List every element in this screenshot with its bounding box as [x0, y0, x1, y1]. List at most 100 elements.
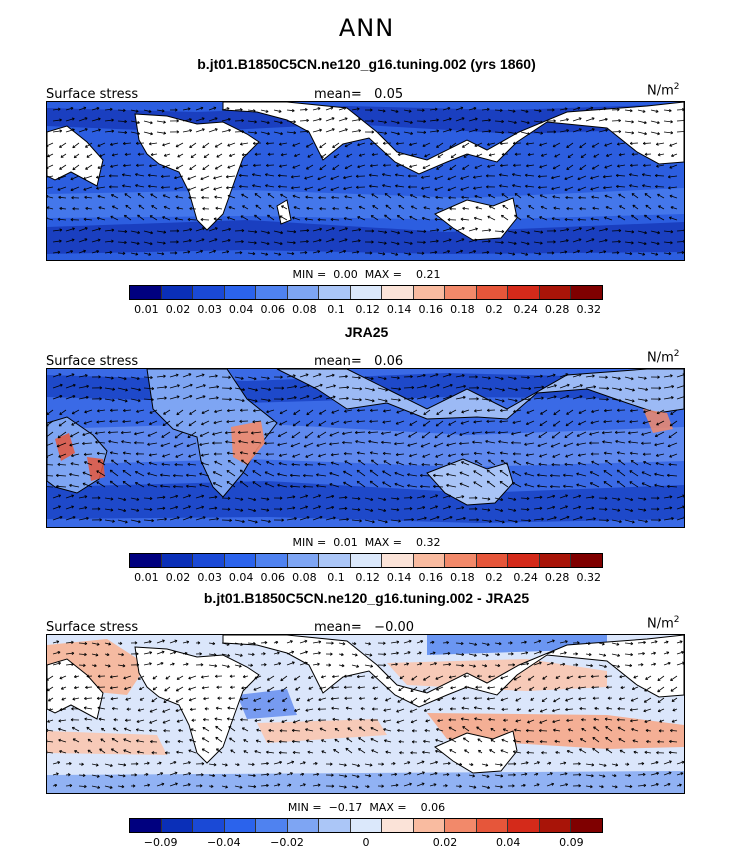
colorbar-box [161, 554, 194, 567]
stress-vector [149, 708, 158, 713]
stress-vector [364, 774, 371, 777]
stress-vector [344, 195, 353, 199]
stress-vector-head [58, 494, 61, 498]
stress-vector-head [591, 506, 595, 510]
stress-vector [130, 398, 141, 402]
stress-vector-head [242, 519, 245, 524]
stress-vector-head [359, 398, 362, 402]
stress-vector-head [316, 772, 320, 776]
stress-vector [617, 215, 626, 221]
stress-vector [377, 376, 387, 380]
stress-vector [91, 239, 101, 243]
stress-vector-head [98, 717, 102, 721]
stress-vector-head [163, 131, 167, 135]
stress-vector-head [552, 195, 556, 199]
stress-vector [104, 251, 113, 254]
stress-vector [513, 460, 522, 466]
stress-vector-head [406, 662, 409, 666]
stress-vector-head [71, 640, 74, 645]
stress-vector [182, 641, 189, 644]
stress-vector-head [369, 184, 372, 188]
stress-vector-head [187, 761, 191, 765]
stress-vector [449, 164, 457, 171]
stress-vector-head [644, 231, 648, 235]
stress-vector [397, 193, 405, 199]
stress-vector-head [109, 480, 113, 484]
stress-vector [390, 230, 400, 234]
stress-vector-head [633, 750, 637, 754]
stress-vector [227, 707, 236, 710]
stress-vector-head [588, 652, 592, 657]
stress-vector [137, 751, 145, 754]
stress-vector [624, 109, 633, 112]
stress-vector-head [538, 728, 542, 733]
stress-vector [267, 686, 275, 692]
stress-vector-head [292, 423, 296, 427]
stress-vector-head [591, 460, 595, 464]
stress-vector-head [291, 728, 295, 733]
stress-vector-head [537, 761, 540, 765]
stress-vector-head [215, 725, 219, 729]
stress-vector-head [177, 154, 181, 158]
stress-vector [230, 749, 236, 754]
stress-vector-head [462, 395, 466, 400]
stress-vector-head [149, 651, 153, 655]
stress-vector [45, 217, 54, 221]
stress-vector [85, 142, 93, 148]
stress-vector-head [280, 193, 283, 197]
colorbar-tick-label: 0.08 [292, 571, 317, 584]
stress-vector-head [214, 128, 218, 132]
stress-vector-head [409, 422, 413, 426]
stress-vector [78, 117, 88, 122]
stress-vector-head [372, 388, 375, 392]
stress-vector [117, 376, 127, 380]
stress-vector [390, 398, 401, 401]
stress-vector-head [188, 423, 192, 427]
stress-vector [52, 662, 61, 666]
stress-vector-head [566, 207, 570, 211]
stress-vector [325, 495, 334, 499]
stress-vector-head [642, 141, 646, 146]
stress-vector-head [176, 516, 180, 520]
stress-vector-head [461, 506, 465, 510]
stress-vector-head [667, 484, 670, 488]
stress-vector-head [542, 676, 546, 680]
stress-vector-head [555, 675, 559, 679]
stress-vector [156, 131, 166, 134]
stress-vector-head [100, 738, 104, 742]
stress-vector [520, 398, 531, 401]
stress-vector [403, 640, 412, 644]
stress-vector [364, 497, 374, 501]
stress-vector-head [70, 718, 74, 722]
stress-vector [645, 729, 652, 732]
stress-vector-head [241, 129, 245, 134]
stress-vector-head [668, 771, 672, 775]
stress-vector-head [319, 727, 323, 731]
stress-vector-head [306, 383, 310, 388]
stress-vector-head [269, 719, 273, 723]
stress-vector-head [319, 227, 322, 231]
stress-vector [481, 130, 491, 133]
stress-vector [342, 442, 353, 444]
stress-vector [422, 420, 431, 427]
stress-vector-head [266, 750, 269, 754]
panel-3-mean: mean= −0.00 [314, 620, 415, 635]
stress-vector-head [550, 484, 553, 489]
stress-vector [97, 142, 106, 147]
stress-vector-head [264, 432, 268, 436]
stress-vector-head [213, 106, 217, 110]
stress-vector-head [525, 453, 529, 457]
stress-vector [520, 773, 528, 776]
stress-vector-head [294, 517, 297, 521]
stress-vector [442, 107, 451, 111]
colorbar-box [224, 554, 257, 567]
stress-vector-head [59, 144, 62, 148]
stress-vector-head [587, 641, 591, 645]
stress-vector [624, 497, 634, 501]
stress-vector [670, 730, 678, 732]
stress-vector-head [434, 176, 438, 180]
stress-vector-head [525, 461, 529, 465]
stress-vector [234, 376, 244, 380]
stress-vector-head [239, 408, 243, 412]
stress-vector-head [423, 699, 427, 703]
